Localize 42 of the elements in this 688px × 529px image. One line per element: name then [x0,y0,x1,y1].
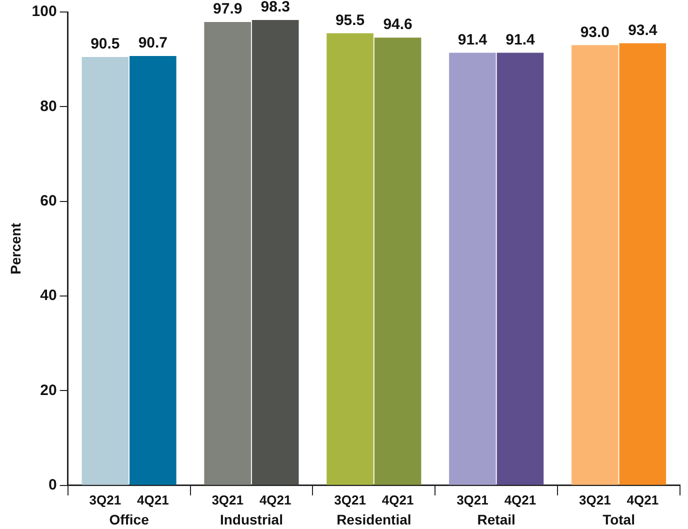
y-tick-label: 40 [40,287,57,304]
text: 3Q21 [456,492,488,508]
y-tick-label: 80 [40,98,57,115]
data-label: 91.4 [506,31,536,48]
bar [496,52,544,485]
y-axis-title: Percent [7,222,24,274]
text: 3Q21 [212,492,244,508]
data-label: 91.4 [458,31,488,48]
text: 3Q21 [579,492,611,508]
data-label: 93.4 [628,22,658,39]
x-tick-label: Industrial [220,511,283,528]
text: 4Q21 [626,492,659,508]
text: 4Q21 [504,492,536,508]
data-label: 97.9 [213,0,242,18]
data-label: 90.7 [138,34,168,52]
text: 4Q21 [382,492,414,508]
bar [204,22,251,485]
bar [130,56,176,485]
series-label: 3Q21 [89,492,122,508]
data-label: 93.0 [580,24,610,41]
bar [572,45,618,485]
text: 4Q21 [259,492,292,508]
x-tick-label: Retail [477,511,516,528]
bar [374,38,422,485]
data-label: 94.6 [383,16,412,34]
series-label: 4Q21 [137,492,169,508]
bar [619,43,666,485]
data-label: 95.5 [335,12,365,29]
y-tick-label: 100 [32,3,57,20]
data-label: 98.3 [260,0,290,16]
bar [82,56,129,485]
bar [326,33,374,485]
bar [252,20,299,485]
y-tick-label: 20 [40,382,57,399]
x-tick-label: Total [602,511,635,528]
x-tick-label: Office [109,511,150,528]
text: 3Q21 [334,492,366,508]
data-label: 90.5 [90,36,120,53]
y-tick-label: 0 [48,476,57,494]
x-tick-label: Residential [336,511,412,528]
bar [449,52,496,485]
y-tick-label: 60 [40,192,57,210]
